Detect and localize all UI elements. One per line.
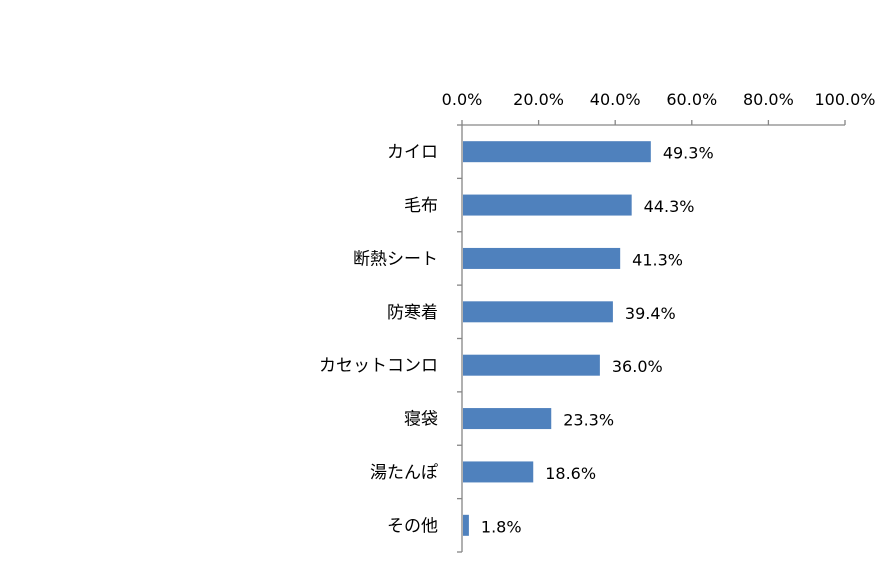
x-tick-label: 0.0%: [442, 90, 483, 109]
data-label: 18.6%: [545, 464, 596, 483]
x-tick-label: 100.0%: [814, 90, 875, 109]
data-label: 41.3%: [632, 250, 683, 269]
category-label: 毛布: [404, 196, 438, 216]
category-label: 寝袋: [404, 409, 438, 430]
bar: [463, 461, 534, 483]
data-label: 36.0%: [612, 357, 663, 376]
category-label: カセットコンロ: [319, 356, 438, 376]
data-label: 39.4%: [625, 304, 676, 323]
bar: [463, 514, 469, 536]
bar: [463, 247, 621, 269]
category-label: その他: [387, 516, 438, 536]
category-label: 断熱シート: [353, 249, 438, 269]
category-label: カイロ: [387, 143, 438, 163]
bar: [463, 141, 651, 163]
category-label: 湯たんぽ: [370, 463, 438, 483]
x-tick-label: 20.0%: [513, 90, 564, 109]
data-label: 44.3%: [644, 197, 695, 216]
x-tick-label: 40.0%: [590, 90, 641, 109]
x-tick-label: 60.0%: [666, 90, 717, 109]
category-label: 防寒着: [387, 303, 438, 323]
data-label: 1.8%: [481, 517, 522, 536]
data-label: 23.3%: [563, 411, 614, 430]
x-tick-label: 80.0%: [743, 90, 794, 109]
bar: [463, 408, 552, 430]
bar: [463, 354, 600, 376]
bar: [463, 301, 613, 323]
bar: [463, 194, 632, 216]
data-label: 49.3%: [663, 144, 714, 163]
